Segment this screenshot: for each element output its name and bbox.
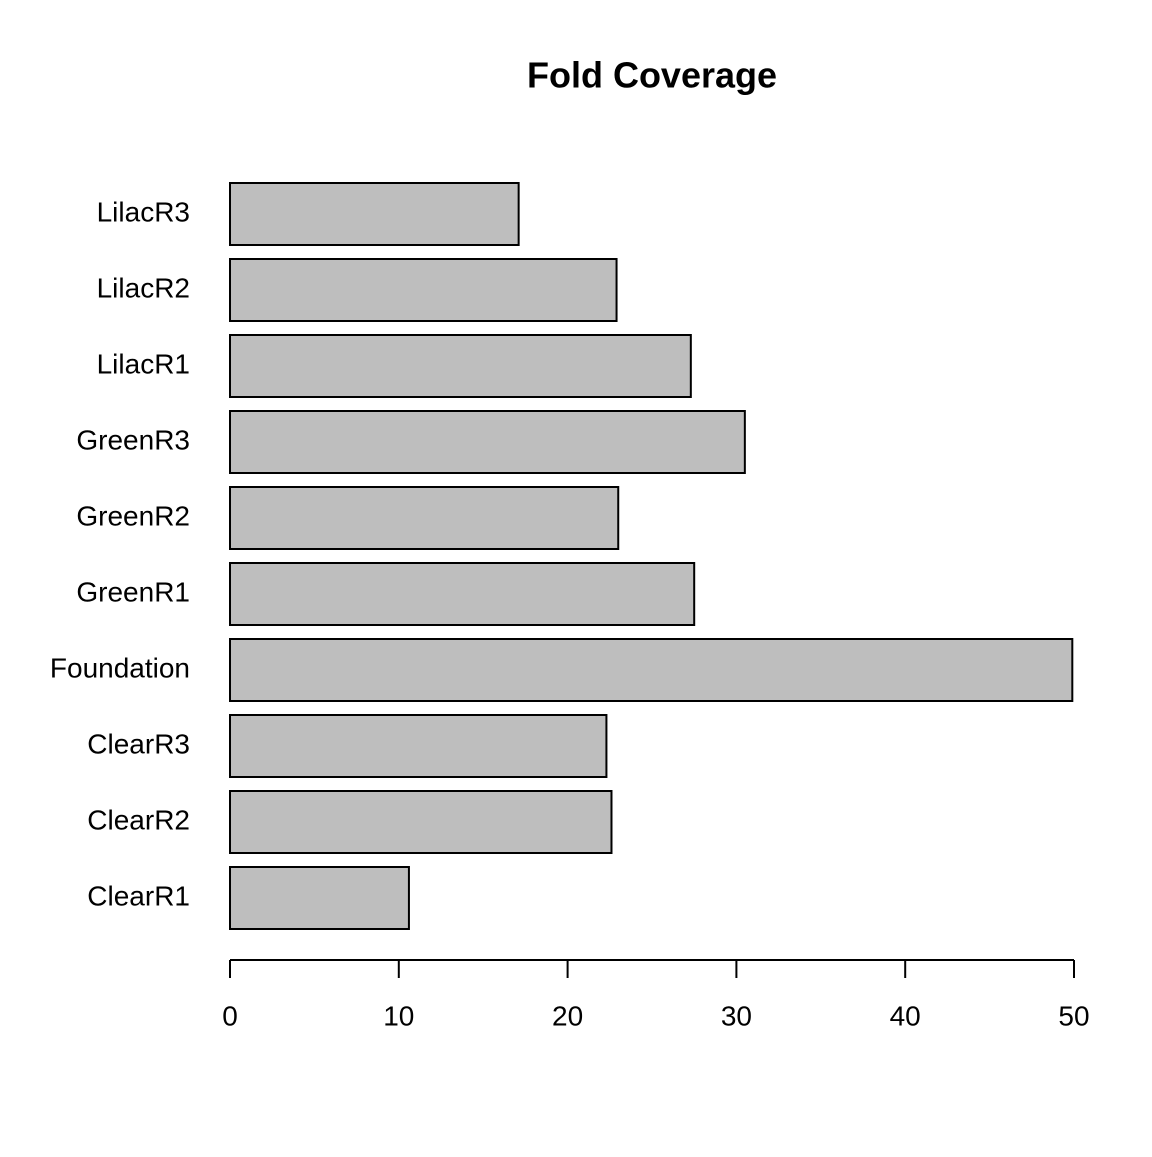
- bar: [229, 866, 410, 930]
- y-tick-label: ClearR1: [87, 880, 190, 911]
- y-tick-label: GreenR2: [76, 500, 190, 531]
- x-tick-label: 30: [721, 1000, 752, 1031]
- y-tick-label: GreenR1: [76, 576, 190, 607]
- x-tick-label: 20: [552, 1000, 583, 1031]
- y-tick-label: Foundation: [50, 652, 190, 683]
- x-tick-label: 50: [1058, 1000, 1089, 1031]
- bar: [229, 410, 746, 474]
- x-tick-label: 40: [890, 1000, 921, 1031]
- y-tick-label: GreenR3: [76, 424, 190, 455]
- bar: [229, 562, 696, 626]
- chart-title: Fold Coverage: [527, 55, 777, 96]
- bar: [229, 714, 608, 778]
- bar: [229, 790, 613, 854]
- bar: [229, 258, 618, 322]
- bar: [229, 182, 520, 246]
- bar: [229, 486, 620, 550]
- y-tick-label: ClearR3: [87, 728, 190, 759]
- y-tick-label: ClearR2: [87, 804, 190, 835]
- y-tick-label: LilacR1: [97, 348, 190, 379]
- y-tick-label: LilacR2: [97, 272, 190, 303]
- x-tick-label: 10: [383, 1000, 414, 1031]
- y-tick-label: LilacR3: [97, 196, 190, 227]
- x-tick-label: 0: [222, 1000, 238, 1031]
- bar: [229, 334, 692, 398]
- bar: [229, 638, 1074, 702]
